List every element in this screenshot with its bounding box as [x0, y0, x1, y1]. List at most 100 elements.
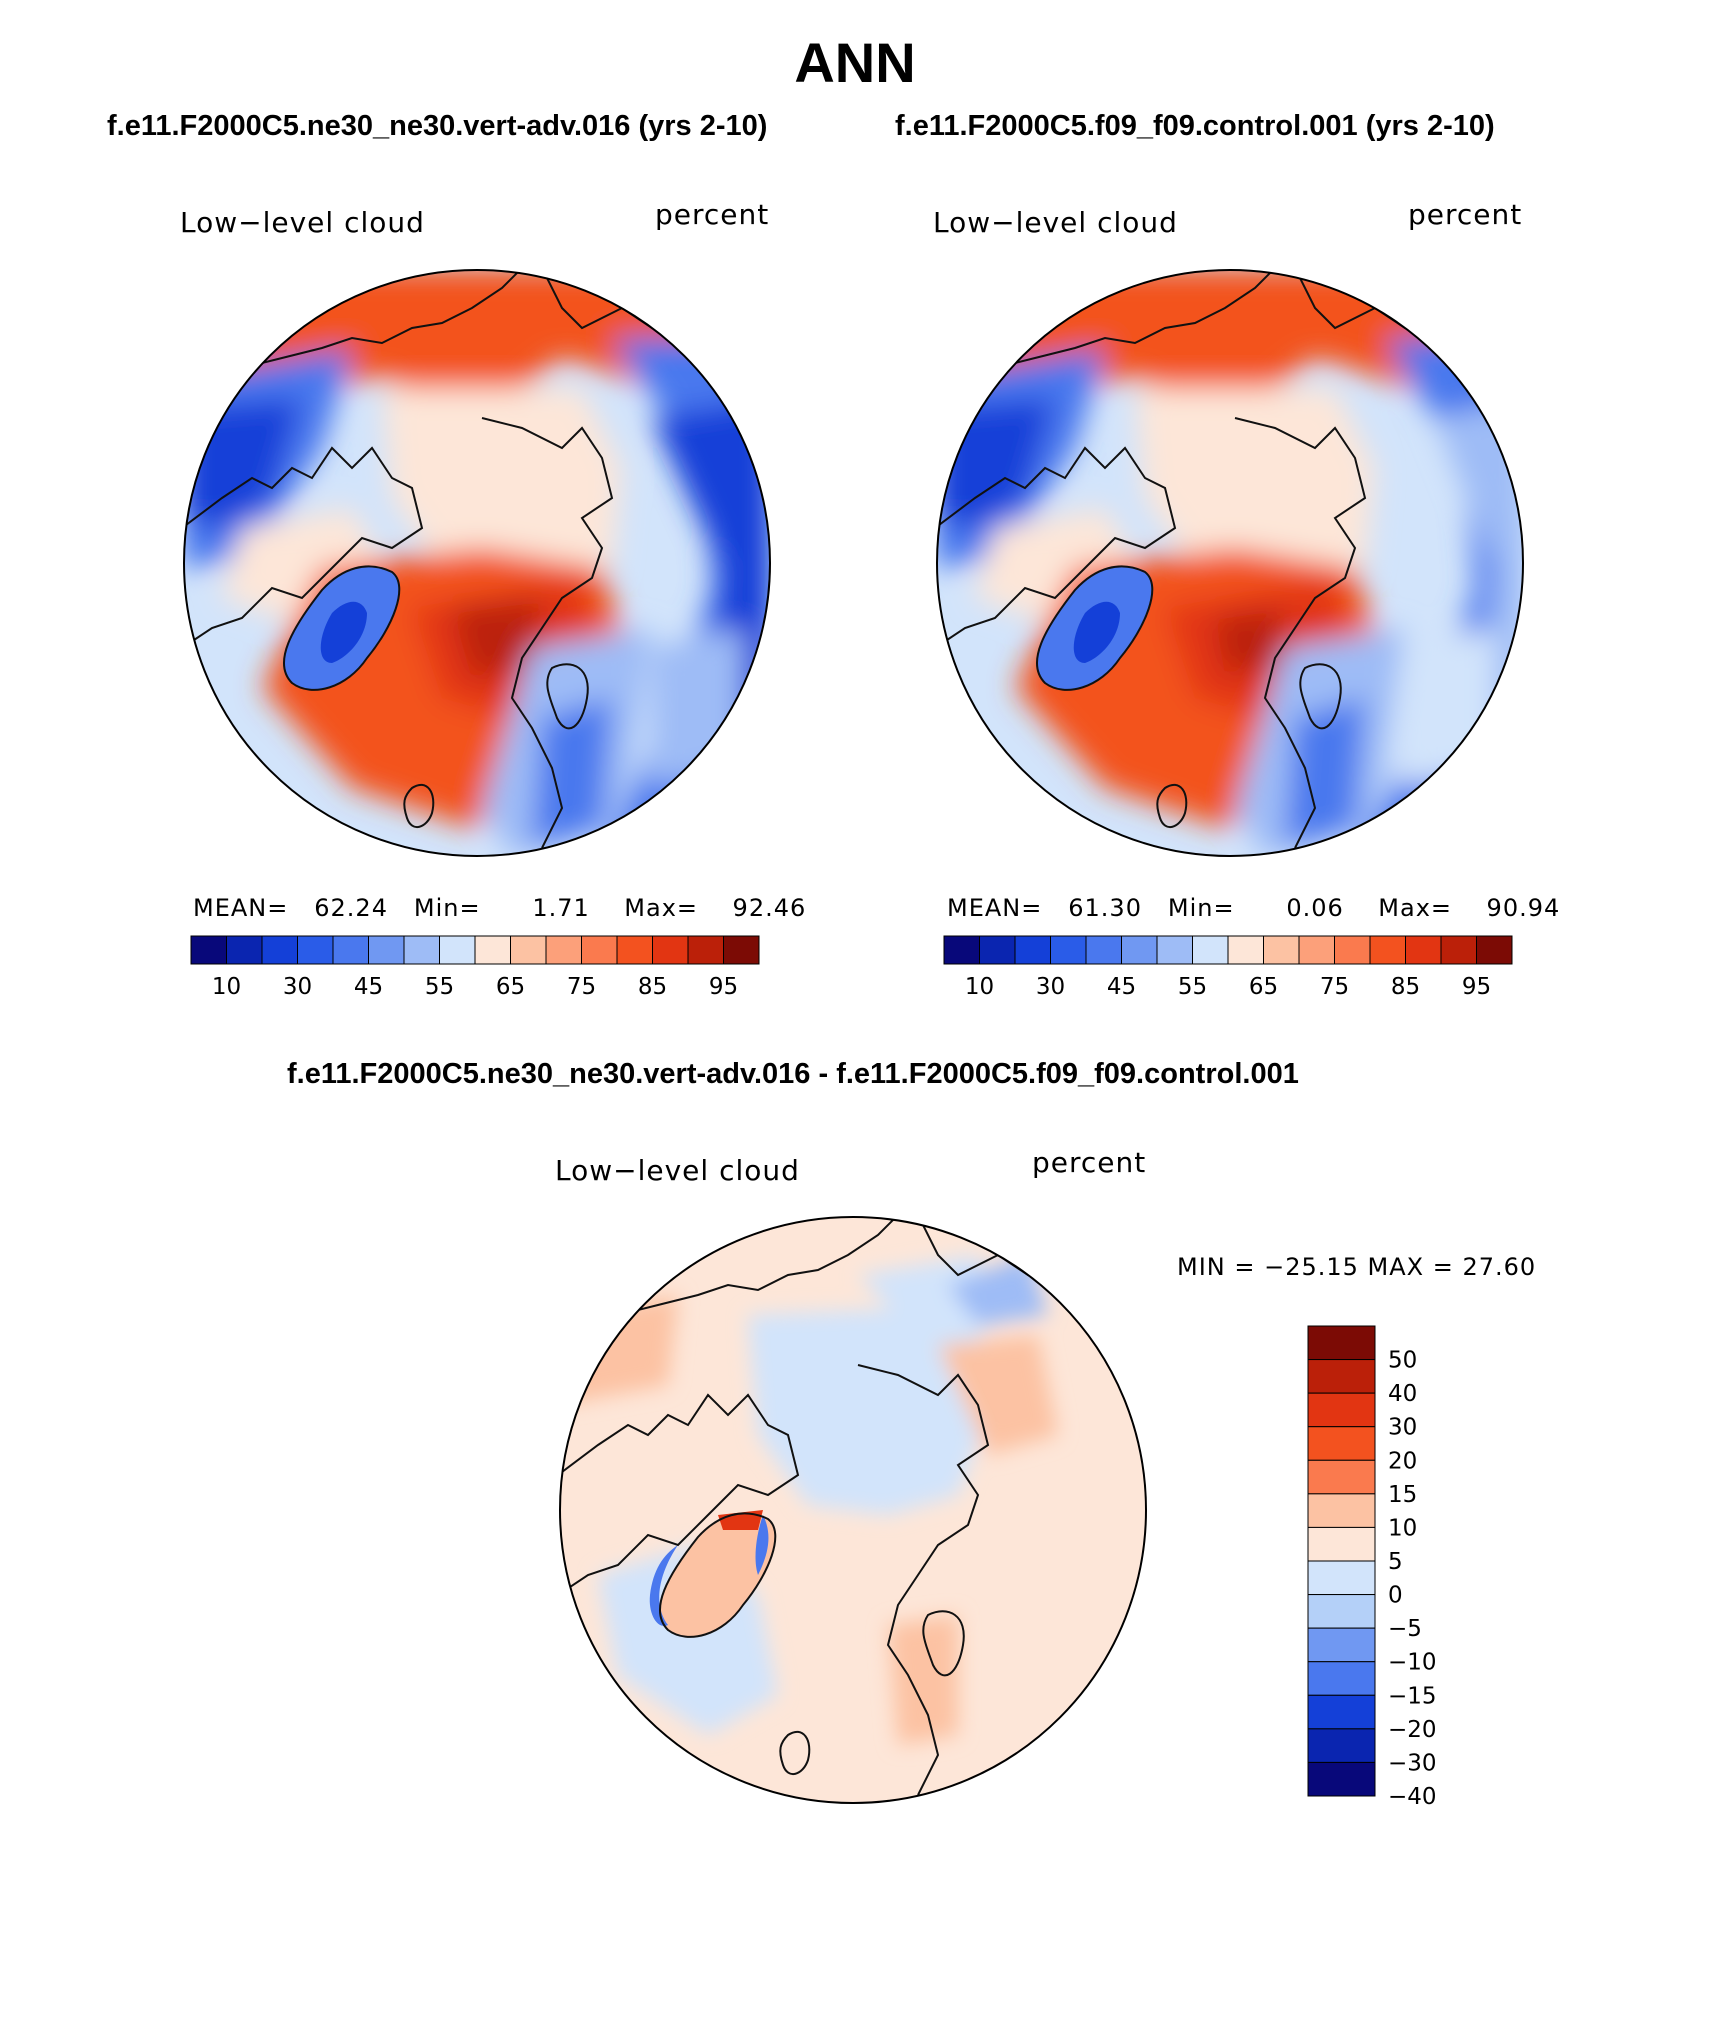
test-variable-label: Low−level cloud [180, 206, 425, 239]
north-america-coastline [560, 1393, 800, 1596]
eurasia-coastline [857, 1364, 990, 1796]
north-america-coastline [937, 446, 1177, 649]
colorbar-box [226, 935, 263, 965]
colorbar-tick-label: 5 [1388, 1549, 1403, 1575]
colorbar-tick-label: 45 [354, 974, 383, 1000]
europe-positive-region [888, 1615, 958, 1745]
control-stats: MEAN= 61.30 Min= 0.06 Max= 90.94 [947, 894, 1560, 922]
scandinavia-region [532, 698, 612, 848]
colorbar-box [1307, 1661, 1376, 1696]
colorbar-box [368, 935, 405, 965]
mean-value: 61.30 [1068, 894, 1142, 922]
difference-variable-label: Low−level cloud [555, 1154, 800, 1187]
max-label: Max= [624, 894, 699, 922]
colorbar-tick-label: 45 [1107, 974, 1136, 1000]
colorbar-box [1307, 1526, 1376, 1562]
colorbar-tick-label: 85 [638, 974, 667, 1000]
colorbar-box [687, 935, 724, 965]
colorbar-box [1014, 935, 1051, 965]
colorbar-box [1369, 935, 1406, 965]
colorbar-box [1405, 935, 1442, 965]
colorbar-tick-label: 10 [965, 974, 994, 1000]
test-units-label: percent [655, 198, 770, 231]
test-stats: MEAN= 62.24 Min= 1.71 Max= 92.46 [193, 894, 806, 922]
arctic-ocean-region [1135, 388, 1375, 568]
siberia-region [1435, 398, 1523, 748]
colorbar-box [261, 935, 298, 965]
colorbar-tick-label: −20 [1388, 1717, 1437, 1743]
colorbar-box [652, 935, 689, 965]
scandinavia-coastline [922, 1610, 965, 1677]
colorbar-tick-label: −5 [1388, 1616, 1422, 1642]
min-value: 1.71 [532, 894, 590, 922]
greenland-coastline [282, 565, 401, 691]
colorbar-tick-label: 95 [709, 974, 738, 1000]
arctic-ocean-region [382, 388, 622, 568]
colorbar-box [510, 935, 547, 965]
difference-case-title: f.e11.F2000C5.ne30_ne30.vert-adv.016 - f… [287, 1058, 1299, 1090]
difference-units-label: percent [1032, 1146, 1147, 1179]
difference-polar-map [559, 1216, 1147, 1804]
colorbar-box [723, 935, 760, 965]
colorbar-tick-label: 30 [283, 974, 312, 1000]
colorbar-box [1307, 1694, 1376, 1730]
colorbar-tick-label: 40 [1388, 1381, 1417, 1407]
mean-label: MEAN= [193, 894, 289, 922]
scandinavia-region [1285, 698, 1365, 848]
colorbar-box [1121, 935, 1158, 965]
mean-label: MEAN= [947, 894, 1043, 922]
colorbar-tick-label: 30 [1036, 974, 1065, 1000]
colorbar-box [1307, 1325, 1376, 1361]
north-america-coastline [184, 446, 424, 649]
colorbar-box [1334, 935, 1371, 965]
colorbar-box [581, 935, 618, 965]
control-variable-label: Low−level cloud [933, 206, 1178, 239]
map-boundary [183, 269, 771, 857]
colorbar-tick-label: 0 [1388, 1583, 1403, 1609]
alaska-coastline [617, 1217, 899, 1316]
min-label: Min= [1167, 894, 1235, 922]
colorbar-box [1476, 935, 1513, 965]
colorbar-tick-label: 10 [1388, 1515, 1417, 1541]
colorbar-box [943, 935, 980, 965]
east-europe-region [652, 628, 742, 788]
control-colorbar: 10 30 45 55 65 75 85 95 [943, 935, 1513, 1000]
colorbar-box [1307, 1627, 1376, 1663]
max-value: 92.46 [732, 894, 807, 922]
eurasia-coastline [1234, 417, 1367, 849]
colorbar-tick-label: 50 [1388, 1348, 1417, 1374]
colorbar-tick-label: −15 [1388, 1683, 1437, 1709]
barents-sea-region [1215, 608, 1285, 673]
colorbar-tick-label: −30 [1388, 1750, 1437, 1776]
colorbar-box [1263, 935, 1300, 965]
colorbar-box [332, 935, 369, 965]
colorbar-box [403, 935, 440, 965]
british-isles-coastline [403, 783, 435, 828]
colorbar-tick-label: 85 [1391, 974, 1420, 1000]
control-polar-map [936, 269, 1524, 857]
colorbar-box [439, 935, 476, 965]
max-value: 90.94 [1486, 894, 1561, 922]
colorbar-tick-label: 20 [1388, 1448, 1417, 1474]
greenland-core-region [1073, 601, 1120, 663]
greenland-coastline [658, 1512, 777, 1638]
barents-sea-region [452, 598, 542, 678]
test-case-title: f.e11.F2000C5.ne30_ne30.vert-adv.016 (yr… [107, 110, 768, 142]
arctic-negative-region [748, 1305, 988, 1515]
east-europe-region [1405, 628, 1495, 788]
greenland-west-negative-region [649, 1545, 678, 1626]
colorbar-tick-label: 75 [567, 974, 596, 1000]
colorbar-tick-label: 10 [212, 974, 241, 1000]
test-colorbar: 10 30 45 55 65 75 85 95 [190, 935, 760, 1000]
colorbar-box [1307, 1728, 1376, 1763]
colorbar-box [1307, 1392, 1376, 1428]
scandinavia-coastline [546, 663, 589, 730]
colorbar-tick-label: −10 [1388, 1650, 1437, 1676]
colorbar-box [1156, 935, 1193, 965]
min-label: Min= [413, 894, 481, 922]
alaska-coastline [241, 270, 523, 369]
colorbar-box [297, 935, 334, 965]
control-units-label: percent [1408, 198, 1523, 231]
colorbar-box [1307, 1459, 1376, 1495]
greenland-core-region [320, 601, 367, 663]
